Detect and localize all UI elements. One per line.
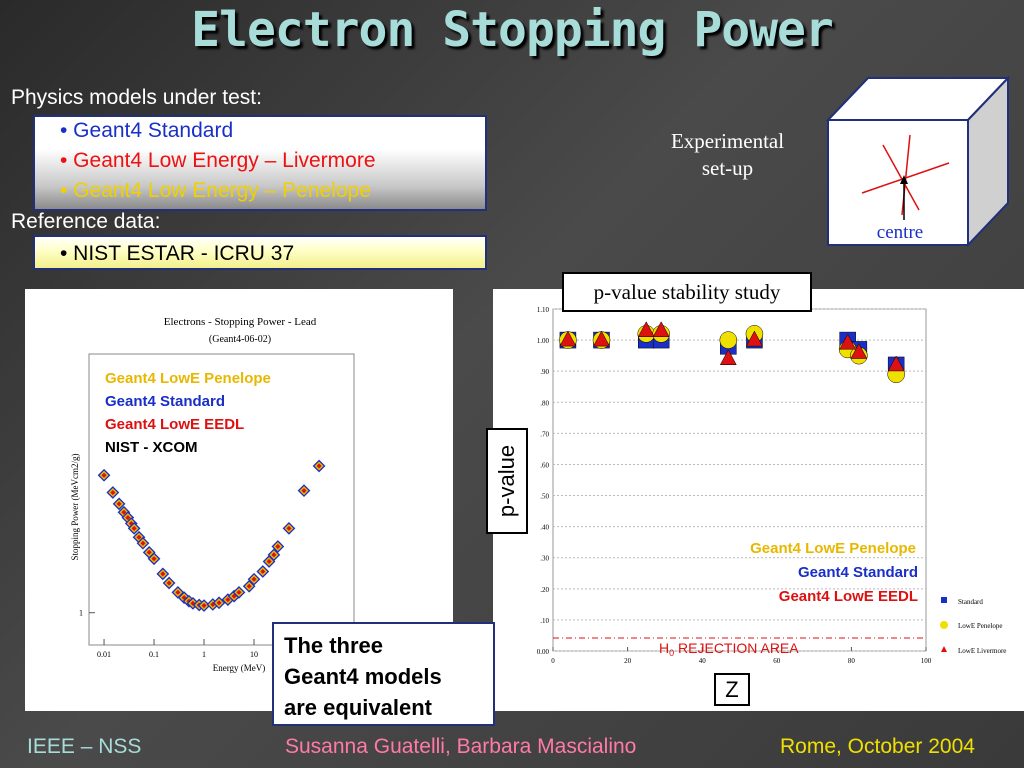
z-axis-label: Z [714,673,750,706]
rejection-area-label: H0 REJECTION AREA [659,640,799,658]
experimental-label-line2: set-up [701,156,754,180]
experimental-setup-label: Experimental set-up [650,128,805,182]
left-plot-frame [88,353,355,646]
beam-line-3 [861,162,950,194]
right-legend-eedl: Geant4 LowE EEDL [779,588,918,605]
small-legend-livermore: LowE Livermore [958,647,1006,655]
left-chart-points [97,459,326,612]
small-legend-marker-penelope [940,621,948,629]
stopping-power-chart: Electrons - Stopping Power - Lead (Geant… [70,316,355,673]
small-legend-marker-standard [941,597,947,603]
right-x-tick-label: 20 [624,657,632,665]
right-chart-axes: 0.00 .10 .20 .30 .40 .50 .60 .70 .80 .90 1.00 1.10 0… [537,306,932,665]
right-x-tick-label: 100 [921,657,932,665]
reference-data-box: • NIST ESTAR - ICRU 37 [33,235,487,270]
conclusion-callout: The three Geant4 models are equivalent [272,622,495,726]
left-chart-subtitle: (Geant4-06-02) [209,334,271,345]
pvalue-study-label: p-value stability study [562,272,812,312]
footer-conference: IEEE – NSS [27,735,142,758]
right-point-livermore [637,321,655,338]
physics-models-heading: Physics models under test: [11,86,262,109]
left-point-eedl [101,472,107,478]
right-chart-points [559,321,905,384]
left-x-tick-label: 0.1 [149,650,159,659]
reference-item: • NIST ESTAR - ICRU 37 [60,242,295,265]
small-legend-penelope: LowE Penelope [958,622,1003,630]
right-y-tick-label: .10 [540,617,549,625]
small-legend-marker-livermore [941,646,947,652]
model-item-standard: • Geant4 Standard [60,119,234,142]
right-point-livermore [850,342,868,359]
left-point-eedl [125,515,131,521]
right-point-livermore [652,321,670,338]
physics-models-box: • Geant4 Standard • Geant4 Low Energy – … [33,115,487,211]
pvalue-chart: 0.00 .10 .20 .30 .40 .50 .60 .70 .80 .90 1.00 1.10 0… [537,306,1007,665]
reference-data-heading: Reference data: [11,210,161,233]
centre-arrow-head [900,175,908,184]
left-x-tick-label: 10 [250,650,258,659]
experimental-label-line1: Experimental [670,129,785,153]
right-y-tick-label: .60 [540,461,549,469]
centre-label: centre [877,222,923,243]
right-y-tick-label: .30 [540,555,549,563]
left-legend-standard: Geant4 Standard [105,393,225,410]
callout-line3: are equivalent [284,695,432,720]
right-y-tick-label: 0.00 [537,648,550,656]
right-y-tick-label: .50 [540,493,549,501]
left-point-eedl [225,597,231,603]
callout-line2: Geant4 models [284,664,442,689]
left-chart-xlabel: Energy (MeV) [213,663,266,673]
right-point-livermore [719,349,737,365]
left-y-tick-label: 1 [79,609,83,618]
callout-line1: The three [284,633,384,658]
right-x-tick-label: 60 [773,657,781,665]
left-legend-nist: NIST - XCOM [105,439,198,456]
right-y-tick-label: .90 [540,368,549,376]
pvalue-chart-panel: 0.00 .10 .20 .30 .40 .50 .60 .70 .80 .90 1.00 1.10 0… [493,289,1024,711]
right-legend-penelope: Geant4 LowE Penelope [750,540,916,557]
left-chart-ylabel: Stopping Power (MeVcm2/g) [70,454,80,561]
left-point-eedl [201,603,207,609]
small-legend-standard: Standard [958,598,983,606]
right-x-tick-label: 80 [848,657,856,665]
experimental-setup-cube: centre [825,75,1010,248]
left-point-eedl [286,525,292,531]
right-point-livermore [593,330,610,347]
footer-authors: Susanna Guatelli, Barbara Mascialino [285,735,637,758]
left-point-eedl [140,540,146,546]
right-y-tick-label: .80 [540,399,549,407]
right-x-tick-label: 0 [551,657,555,665]
right-y-tick-label: .20 [540,586,549,594]
slide-title: Electron Stopping Power [191,2,834,58]
right-point-livermore [746,330,763,347]
model-item-livermore: • Geant4 Low Energy – Livermore [60,149,376,172]
right-point-livermore [559,330,577,347]
cube-front-face [827,119,969,246]
left-point-eedl [275,543,281,550]
left-chart-title: Electrons - Stopping Power - Lead [164,316,317,328]
left-legend-penelope: Geant4 LowE Penelope [105,370,271,387]
right-x-tick-label: 40 [699,657,707,665]
footer-location-date: Rome, October 2004 [780,735,975,758]
right-y-tick-label: .40 [540,524,549,532]
right-point-penelope [719,331,738,349]
model-item-penelope: • Geant4 Low Energy – Penelope [60,179,371,202]
left-point-eedl [160,571,166,577]
left-point-eedl [151,556,157,562]
left-point-eedl [301,488,307,494]
right-y-tick-label: .70 [540,430,549,438]
right-y-tick-label: 1.10 [537,306,550,314]
right-point-livermore [887,355,905,372]
left-point-eedl [121,509,127,515]
pvalue-axis-label: p-value [486,428,528,534]
right-point-livermore [839,333,857,350]
right-y-tick-label: 1.00 [537,337,550,345]
pvalue-axis-text: p-value [494,444,519,518]
right-legend-standard: Geant4 Standard [798,564,918,581]
left-chart-axes: 0.01 0.1 1 10 1 [79,609,258,659]
left-legend-eedl: Geant4 LowE EEDL [105,416,244,433]
left-x-tick-label: 1 [202,650,206,659]
beam-line-1 [882,144,920,211]
left-x-tick-label: 0.01 [97,650,111,659]
